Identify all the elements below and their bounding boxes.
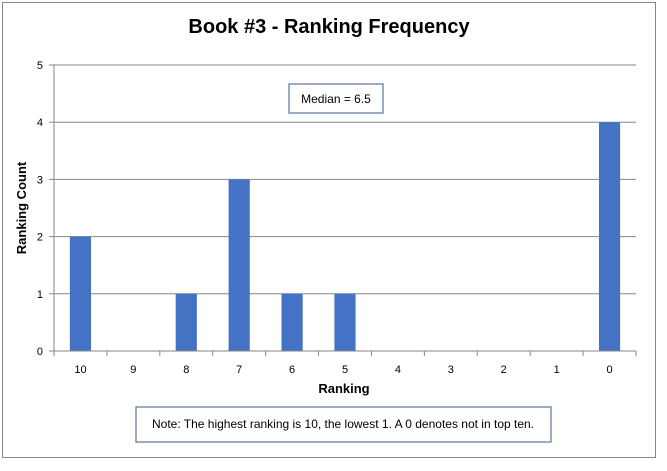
x-axis-title: Ranking — [318, 381, 369, 396]
chart-area — [2, 2, 656, 458]
x-tick-label: 8 — [183, 364, 189, 376]
x-tick-label: 7 — [236, 364, 242, 376]
bar — [69, 236, 92, 351]
y-axis-title: Ranking Count — [14, 161, 29, 254]
median-box — [288, 83, 384, 114]
bar — [175, 293, 197, 351]
y-tick-label: 3 — [37, 174, 43, 186]
chart-title: Book #3 - Ranking Frequency — [188, 16, 470, 38]
x-tick-label: 10 — [74, 364, 86, 376]
y-tick-label: 5 — [37, 60, 43, 72]
y-tick-label: 1 — [37, 289, 43, 301]
median-label: Median = 6.5 — [301, 92, 371, 106]
axes — [53, 65, 637, 356]
x-tick-label: 3 — [448, 364, 454, 376]
bar — [228, 179, 250, 351]
y-tick-labels: 0 1 2 3 4 5 — [37, 60, 43, 358]
y-tick-label: 2 — [37, 232, 43, 244]
note-box — [135, 406, 552, 443]
x-tick-label: 9 — [130, 364, 136, 376]
gridlines — [49, 64, 636, 352]
note-label: Note: The highest ranking is 10, the low… — [152, 417, 534, 431]
bar — [281, 293, 303, 351]
x-tick-label: 1 — [554, 364, 560, 376]
bar — [334, 293, 356, 351]
y-tick-label: 4 — [37, 117, 43, 129]
x-tick-labels: 10 9 8 7 6 5 4 3 2 1 0 — [74, 364, 612, 376]
bars — [69, 122, 621, 351]
x-tick-label: 0 — [606, 364, 612, 376]
x-tick-label: 2 — [501, 364, 507, 376]
x-tick-label: 6 — [289, 364, 295, 376]
x-tick-label: 4 — [395, 364, 401, 376]
x-tick-label: 5 — [342, 364, 348, 376]
bar — [598, 122, 621, 351]
y-tick-label: 0 — [37, 346, 43, 358]
